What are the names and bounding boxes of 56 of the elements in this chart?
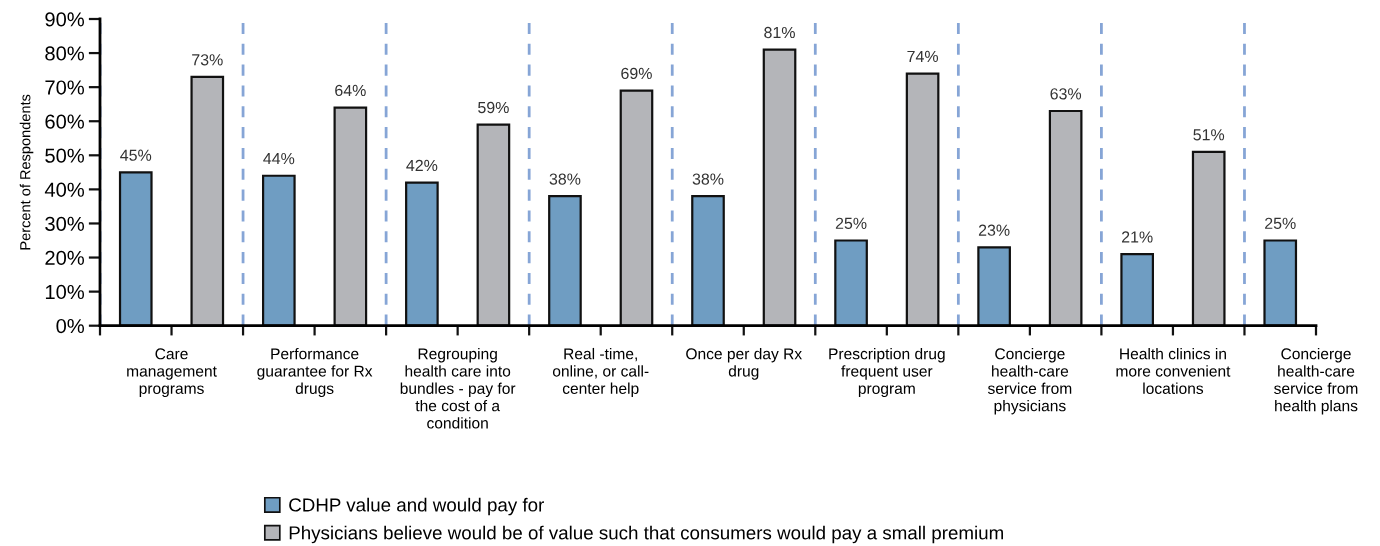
bar: [405, 181, 439, 326]
bar: [977, 246, 1011, 326]
data-label: 25%: [1265, 217, 1296, 230]
y-tick-label: 90%: [45, 12, 85, 27]
x-tick-label: Health clinics in more convenient locations: [1116, 347, 1231, 394]
data-label: 23%: [978, 224, 1010, 236]
data-label: 59%: [478, 101, 509, 114]
data-label: 21%: [1122, 231, 1153, 243]
bar: [1263, 239, 1298, 326]
bar: [834, 239, 868, 326]
bar: [118, 171, 153, 326]
bar: [691, 195, 725, 326]
bar: [762, 48, 797, 326]
bar: [190, 75, 225, 326]
y-tick-label: 40%: [44, 182, 85, 197]
y-tick-label: 0%: [56, 318, 85, 334]
x-tick-label: Prescription drug frequent user program: [829, 347, 945, 398]
x-tick-label: Regrouping health care into bundles - pay for the cost of a condition: [400, 347, 516, 429]
bar: [333, 106, 368, 326]
bar: [1048, 109, 1083, 326]
data-label: 38%: [692, 173, 724, 185]
y-tick-label: 80%: [45, 46, 85, 61]
y-tick-label: 60%: [45, 114, 85, 129]
x-tick-label: Concierge health-care service from physicians: [987, 347, 1072, 415]
y-axis-title: Percent of Respondents: [19, 94, 34, 250]
bar: [548, 195, 582, 326]
data-label: 63%: [1050, 88, 1082, 100]
x-tick-label: Care management programs: [127, 348, 217, 398]
data-label: 64%: [335, 84, 366, 97]
bar: [1120, 253, 1155, 326]
data-label: 69%: [621, 67, 652, 80]
x-tick-label: Performance guarantee for Rx drugs: [257, 347, 373, 398]
bar: [261, 174, 296, 326]
data-label: 81%: [764, 26, 795, 39]
data-label: 44%: [263, 153, 295, 165]
y-tick-label: 10%: [45, 284, 85, 300]
data-label: 25%: [835, 217, 867, 230]
bar: [905, 72, 940, 326]
data-label: 73%: [192, 54, 223, 66]
y-tick-label: 50%: [45, 148, 85, 163]
data-label: 74%: [907, 50, 938, 62]
legend-label: CDHP value and would pay for: [289, 497, 544, 516]
data-label: 38%: [549, 173, 581, 185]
bar: [476, 123, 511, 326]
legend-label: Physicians believe would be of value such that consumers would pay a small premium: [289, 525, 1003, 544]
data-label: 42%: [406, 159, 438, 172]
y-tick-label: 20%: [45, 250, 85, 266]
data-label: 45%: [120, 149, 152, 161]
data-label: 51%: [1193, 129, 1225, 141]
y-tick-label: 70%: [45, 80, 85, 95]
x-tick-label: Real -time, online, or call- center help: [552, 347, 649, 398]
bar: [619, 89, 654, 326]
bar: [1191, 150, 1226, 326]
x-tick-label: Once per day Rx drug: [686, 347, 802, 380]
x-tick-label: Concierge health-care service from health plans: [1274, 347, 1358, 415]
y-tick-label: 30%: [45, 216, 85, 231]
